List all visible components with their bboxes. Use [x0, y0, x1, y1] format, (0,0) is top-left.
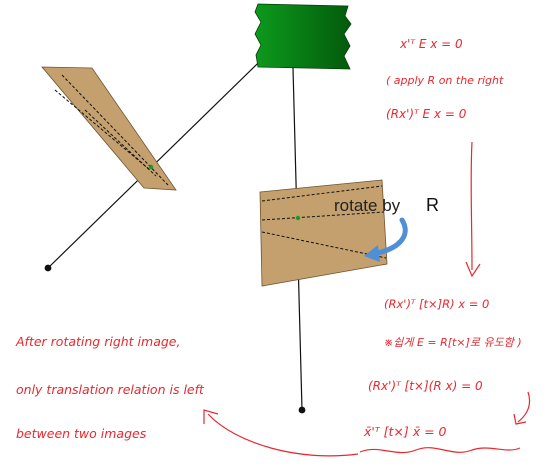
- right-epipolar-line-3: [261, 231, 387, 259]
- rotate-arrow-head: [364, 245, 380, 262]
- down-arrow-head: [465, 261, 481, 278]
- equation-apply-r: ( apply R on the right: [386, 74, 504, 87]
- right-image-point: [295, 215, 301, 221]
- equation-epipolar: x'ᵀ E x = 0: [399, 37, 463, 51]
- left-epipolar-line-2: [54, 89, 151, 171]
- equation-rotated: (Rx')ᵀ E x = 0: [386, 107, 467, 121]
- left-image-plane: [41, 66, 177, 191]
- equation-korean-note: ※쉽게 E = R[t×]로 유도함 ): [384, 336, 522, 349]
- equation-grouped: (Rx')ᵀ [t×](R x) = 0: [368, 379, 483, 393]
- small-down-arrow: [517, 391, 531, 423]
- right-epipolar-line-1: [261, 185, 383, 202]
- note-line-1: After rotating right image,: [15, 334, 180, 349]
- equation-expanded: (Rx')ᵀ [t×]R) x = 0: [384, 297, 489, 311]
- camera-block: [254, 3, 352, 70]
- left-epipolar-line-3: [84, 109, 157, 177]
- note-line-2: only translation relation is left: [16, 382, 205, 397]
- right-camera-center: [298, 406, 306, 414]
- right-epipolar-line-2: [261, 211, 385, 221]
- left-camera-center: [44, 264, 52, 272]
- note-line-3: between two images: [16, 426, 147, 441]
- right-image-plane: [259, 179, 388, 287]
- rotate-label: rotate by: [334, 196, 401, 215]
- left-image-point: [148, 164, 154, 170]
- rotate-symbol: R: [426, 195, 439, 215]
- note-arrow-head: [203, 409, 219, 424]
- final-underline: [359, 447, 521, 454]
- small-down-arrow-head: [513, 413, 527, 425]
- down-arrow: [470, 141, 473, 271]
- equation-final: x̄'ᵀ [t×] x̄ = 0: [363, 424, 447, 439]
- left-ray: [47, 29, 293, 269]
- note-arrow: [207, 413, 359, 457]
